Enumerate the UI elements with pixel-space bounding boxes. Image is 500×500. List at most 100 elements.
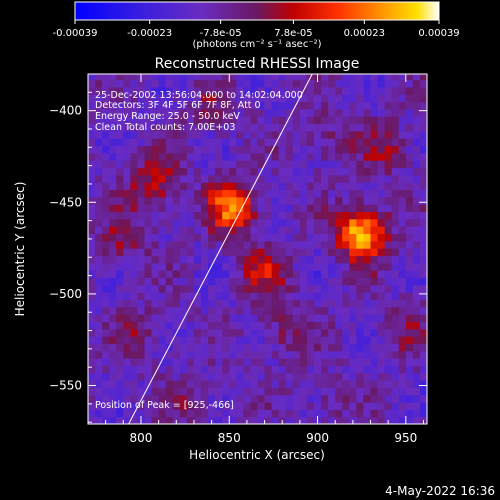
- heatmap-cell: [412, 130, 421, 139]
- heatmap-cell: [130, 86, 139, 95]
- heatmap-cell: [299, 123, 308, 132]
- heatmap-cell: [215, 409, 223, 418]
- heatmap-cell: [250, 204, 259, 213]
- heatmap-cell: [306, 321, 315, 330]
- heatmap-cell: [236, 277, 244, 286]
- heatmap-cell: [186, 321, 195, 330]
- heatmap-cell: [229, 152, 237, 161]
- heatmap-cell: [130, 240, 139, 249]
- heatmap-cell: [412, 94, 421, 103]
- heatmap-cell: [335, 74, 343, 81]
- heatmap-cell: [201, 350, 209, 359]
- heatmap-cell: [116, 343, 124, 352]
- heatmap-cell: [370, 358, 379, 366]
- heatmap-cell: [384, 350, 393, 359]
- colorbar-tick-label: -0.00023: [127, 28, 172, 39]
- heatmap-cell: [208, 108, 216, 117]
- heatmap-cell: [405, 189, 414, 198]
- heatmap-cell: [116, 74, 124, 81]
- heatmap-cell: [377, 248, 386, 257]
- heatmap-cell: [109, 74, 117, 81]
- heatmap-cell: [130, 372, 139, 381]
- heatmap-cell: [130, 387, 139, 396]
- heatmap-cell: [349, 292, 357, 300]
- heatmap-cell: [243, 101, 252, 110]
- heatmap-cell: [95, 233, 103, 242]
- heatmap-cell: [299, 336, 308, 344]
- heatmap-cell: [88, 262, 96, 271]
- heatmap-cell: [391, 409, 400, 418]
- heatmap-cell: [151, 262, 160, 271]
- heatmap-cell: [201, 130, 209, 139]
- heatmap-cell: [193, 123, 202, 132]
- heatmap-cell: [356, 138, 365, 147]
- heatmap-cell: [349, 101, 357, 110]
- heatmap-cell: [412, 79, 421, 88]
- heatmap-cell: [102, 138, 110, 147]
- heatmap-cell: [306, 160, 315, 169]
- heatmap-cell: [292, 299, 301, 308]
- heatmap-cell: [88, 240, 96, 249]
- heatmap-cell: [95, 189, 103, 198]
- heatmap-cell: [151, 108, 160, 117]
- x-tick-label: 950: [394, 431, 417, 445]
- heatmap-cell: [285, 152, 294, 161]
- heatmap-cell: [391, 116, 400, 125]
- heatmap-cell: [299, 321, 308, 330]
- colorbar-tick-label: -7.8e-05: [200, 28, 242, 39]
- heatmap-cell: [215, 284, 223, 293]
- heatmap-cell: [222, 314, 230, 322]
- heatmap-cell: [151, 174, 160, 183]
- heatmap-cell: [356, 160, 365, 169]
- heatmap-cell: [335, 336, 343, 344]
- heatmap-cell: [349, 314, 357, 322]
- heatmap-cell: [179, 182, 188, 191]
- heatmap-cell: [335, 328, 343, 337]
- heatmap-cell: [342, 416, 350, 424]
- heatmap-cell: [144, 123, 153, 132]
- heatmap-cell: [349, 182, 357, 191]
- heatmap-cell: [172, 409, 181, 418]
- heatmap-cell: [151, 255, 160, 264]
- heatmap-cell: [264, 336, 273, 344]
- heatmap-cell: [370, 101, 379, 110]
- heatmap-cell: [208, 358, 216, 366]
- heatmap-cell: [158, 306, 167, 315]
- heatmap-cell: [158, 101, 167, 110]
- heatmap-cell: [193, 108, 202, 117]
- heatmap-cell: [137, 299, 146, 308]
- heatmap-cell: [278, 101, 287, 110]
- heatmap-cell: [222, 262, 230, 271]
- heatmap-cell: [193, 380, 202, 388]
- heatmap-cell: [236, 380, 244, 388]
- heatmap-cell: [250, 277, 259, 286]
- heatmap-cell: [328, 189, 336, 198]
- heatmap-cell: [328, 138, 336, 147]
- heatmap-cell: [193, 270, 202, 278]
- heatmap-cell: [222, 174, 230, 183]
- heatmap-cell: [264, 167, 273, 176]
- heatmap-cell: [186, 108, 195, 117]
- heatmap-cell: [236, 74, 244, 81]
- heatmap-cell: [278, 328, 287, 337]
- heatmap-cell: [257, 86, 266, 95]
- heatmap-cell: [123, 350, 131, 359]
- heatmap-cell: [250, 321, 259, 330]
- heatmap-cell: [285, 130, 294, 139]
- heatmap-cell: [116, 218, 124, 227]
- heatmap-cell: [349, 343, 357, 352]
- heatmap-cell: [363, 328, 372, 337]
- heatmap-cell: [314, 123, 322, 132]
- heatmap-cell: [314, 94, 322, 103]
- heatmap-cell: [109, 394, 117, 403]
- heatmap-cell: [172, 94, 181, 103]
- heatmap-cell: [165, 218, 174, 227]
- heatmap-cell: [172, 292, 181, 300]
- heatmap-cell: [201, 255, 209, 264]
- heatmap-cell: [229, 284, 237, 293]
- heatmap-cell: [88, 196, 96, 205]
- heatmap-cell: [222, 358, 230, 366]
- heatmap-cell: [186, 94, 195, 103]
- heatmap-cell: [278, 123, 287, 132]
- heatmap-cell: [123, 336, 131, 344]
